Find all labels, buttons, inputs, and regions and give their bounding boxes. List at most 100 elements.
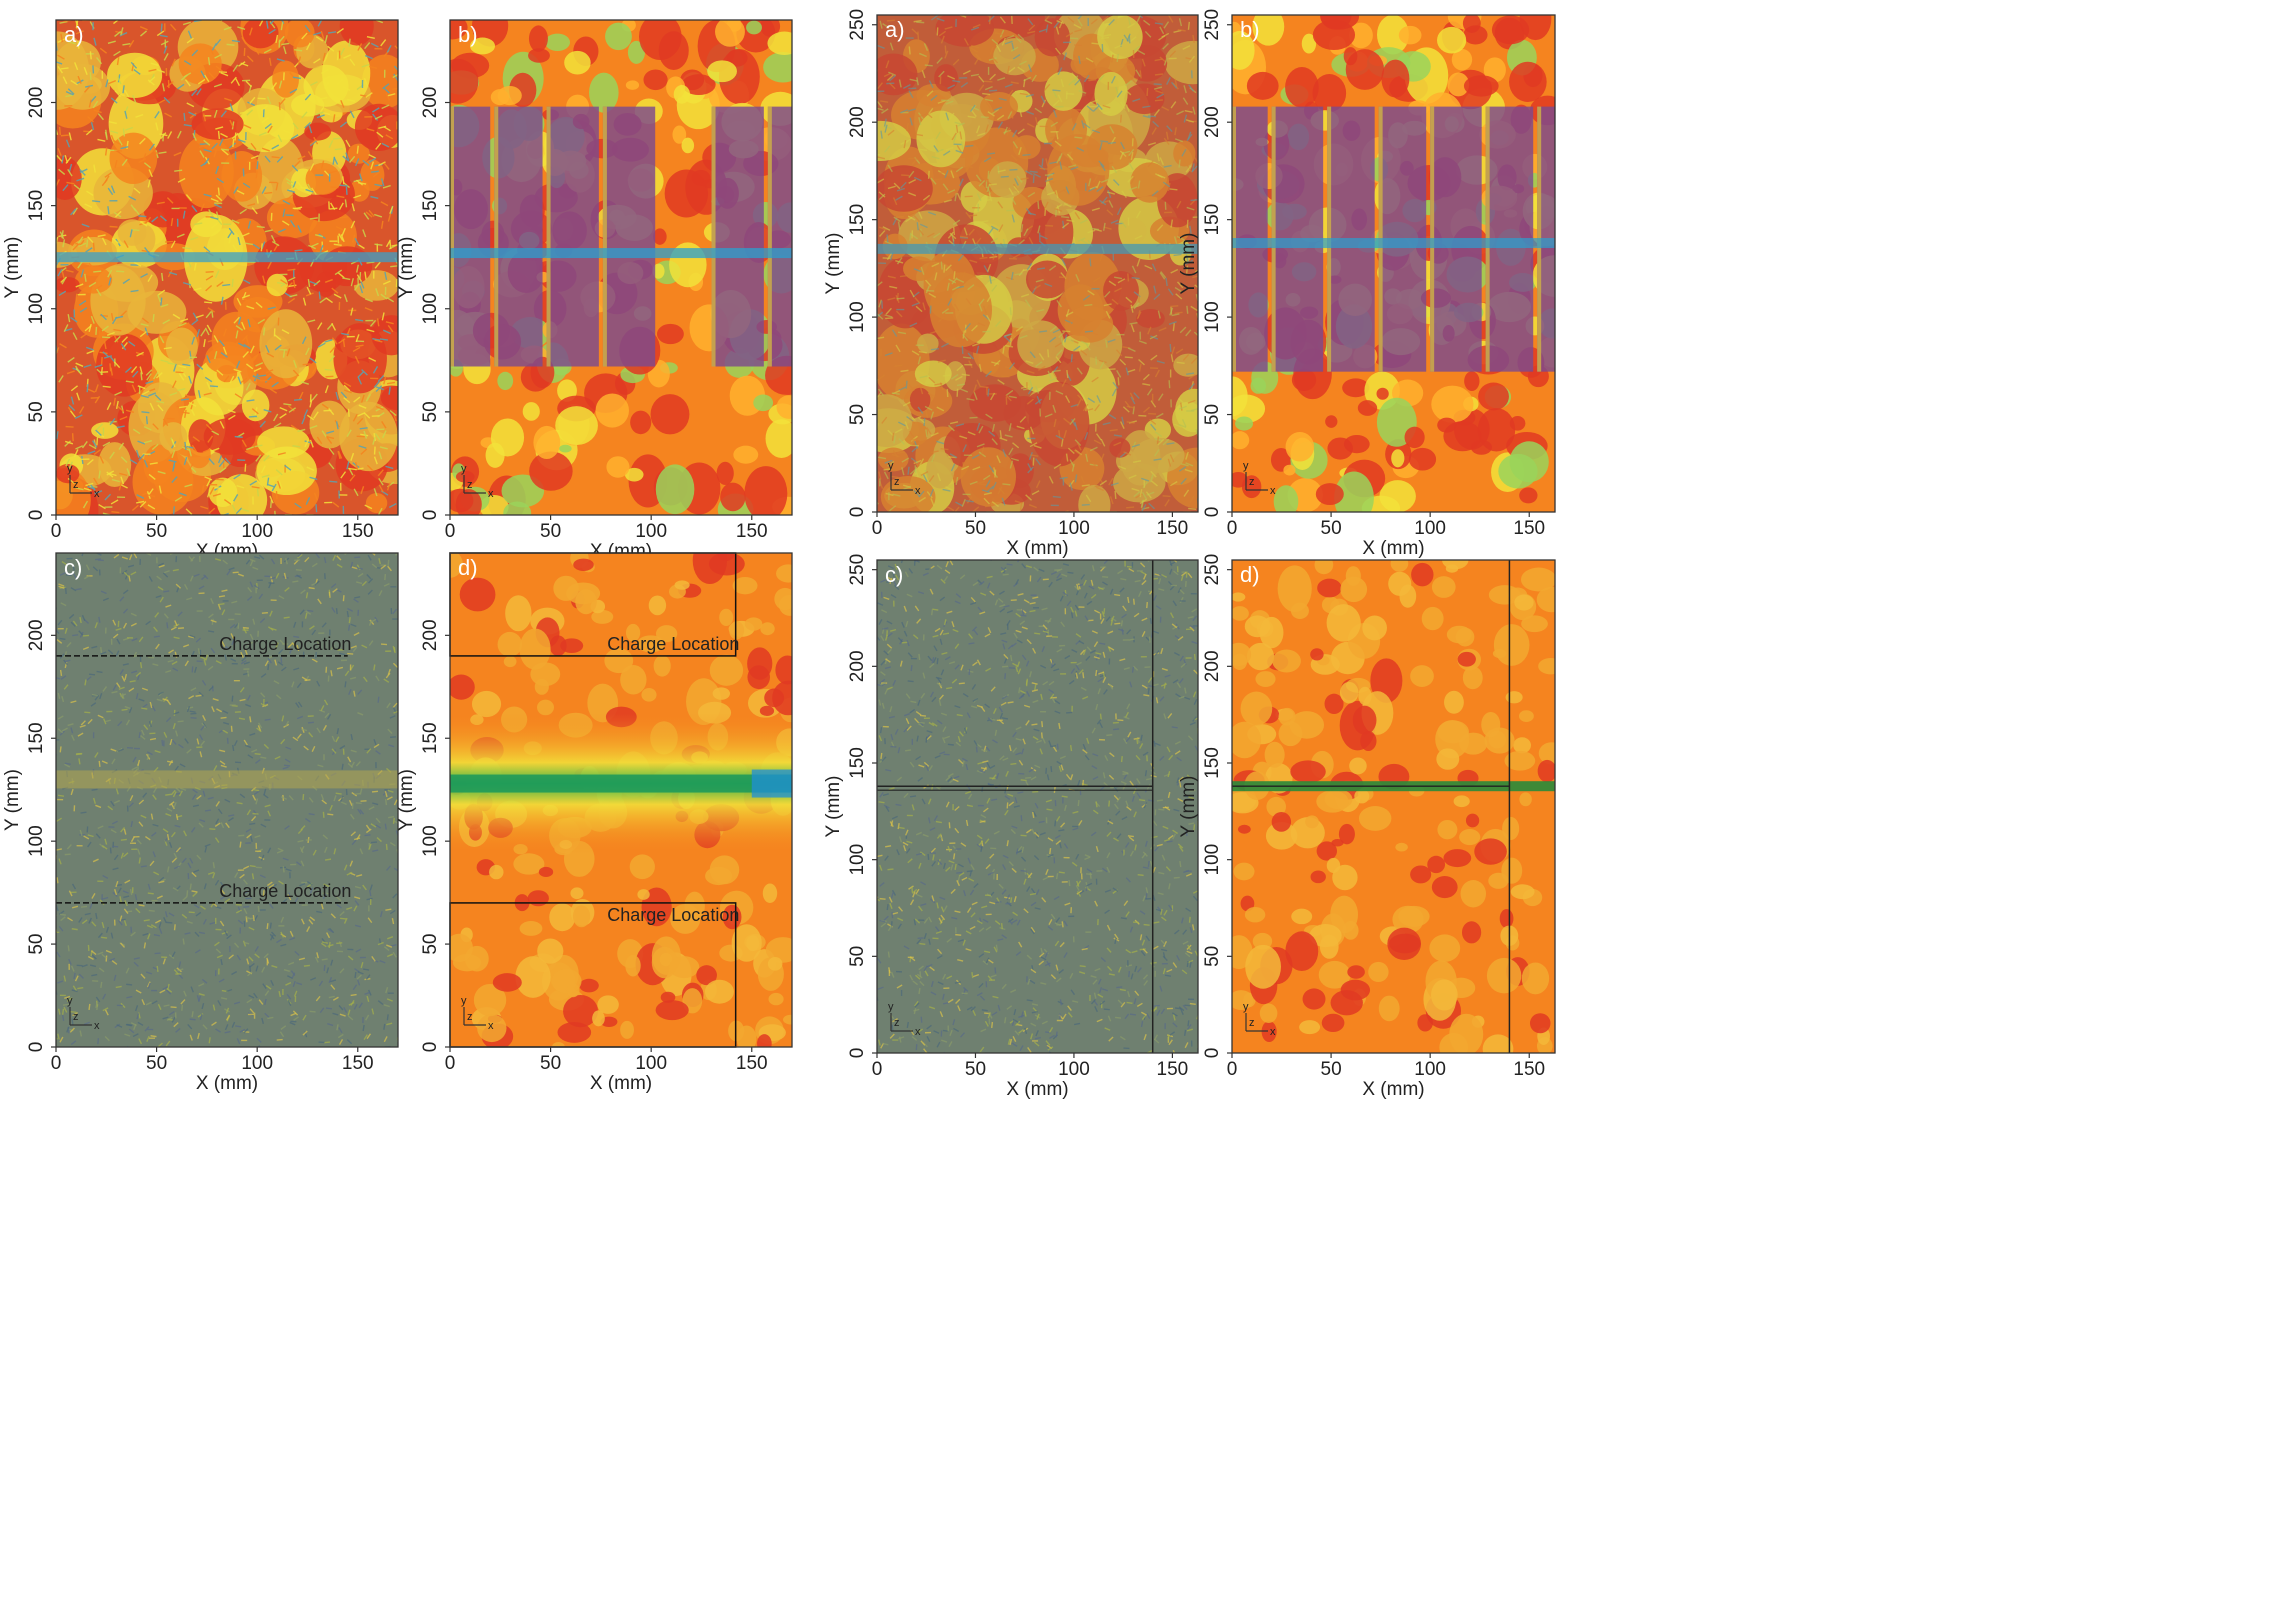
vector-arrow <box>273 422 282 428</box>
vector-arrow <box>344 670 350 677</box>
vector-arrow <box>1133 302 1140 310</box>
vector-arrow <box>1089 258 1092 267</box>
vector-arrow <box>157 294 162 303</box>
contour-blob <box>712 687 731 700</box>
vector-arrow <box>182 895 188 901</box>
vector-arrow <box>260 692 266 698</box>
vector-arrow <box>258 131 267 137</box>
vector-arrow <box>88 917 93 924</box>
vector-arrow <box>893 216 901 223</box>
vector-arrow <box>1026 110 1035 115</box>
vector-arrow <box>340 99 345 108</box>
vector-arrow <box>1018 146 1022 155</box>
vector-arrow <box>343 917 348 924</box>
vector-arrow <box>882 226 891 231</box>
vector-arrow <box>1180 402 1183 411</box>
vector-arrow <box>194 222 203 226</box>
vector-arrow <box>121 675 126 682</box>
vector-arrow <box>350 993 357 997</box>
contour-blob <box>513 853 545 875</box>
vector-arrow <box>288 407 297 413</box>
vector-arrow <box>307 279 311 288</box>
contour-blob <box>709 855 740 885</box>
vector-arrow <box>1074 212 1081 220</box>
contour-blob <box>272 60 299 98</box>
vector-arrow <box>987 278 996 282</box>
vector-arrow <box>68 132 72 141</box>
vector-arrow <box>241 439 247 448</box>
vector-arrow <box>378 477 384 486</box>
vector-arrow <box>877 100 883 108</box>
vector-arrow <box>78 242 87 248</box>
vector-arrow <box>1066 219 1075 223</box>
vector-arrow <box>85 346 94 351</box>
vector-arrow <box>383 946 390 952</box>
vector-arrow <box>351 839 357 846</box>
vector-arrow <box>1055 390 1064 395</box>
vector-arrow <box>67 40 76 45</box>
vector-arrow <box>911 302 920 307</box>
vector-arrow <box>166 834 170 841</box>
vector-arrow <box>952 58 960 66</box>
triad-y-label: y <box>461 995 467 1007</box>
vector-arrow <box>254 953 260 959</box>
vector-arrow <box>202 1024 208 1030</box>
vector-arrow <box>325 1007 333 1010</box>
vector-arrow <box>231 695 234 702</box>
vector-arrow <box>364 504 373 510</box>
triad-x-label: x <box>488 1020 494 1032</box>
vector-arrow <box>307 183 313 192</box>
vector-arrow <box>213 335 219 343</box>
vector-arrow <box>387 789 394 793</box>
vector-arrow <box>294 950 300 956</box>
vector-arrow <box>269 499 273 509</box>
vector-arrow <box>901 457 910 463</box>
vector-arrow <box>354 971 357 979</box>
vector-arrow <box>970 47 978 53</box>
vector-arrow <box>378 558 381 565</box>
vector-arrow <box>267 261 273 270</box>
vector-arrow <box>290 134 299 140</box>
vector-arrow <box>129 229 133 238</box>
vector-arrow <box>104 1009 109 1016</box>
vector-arrow <box>1022 268 1032 272</box>
vector-arrow <box>182 938 185 945</box>
vector-arrow <box>262 890 265 897</box>
vector-arrow <box>1060 79 1065 88</box>
vector-arrow <box>1083 74 1090 83</box>
vector-arrow <box>1145 491 1152 499</box>
vector-arrow <box>362 1024 365 1032</box>
vector-arrow <box>339 184 348 187</box>
vector-arrow <box>184 932 191 935</box>
vector-arrow <box>138 158 147 164</box>
vector-arrow <box>203 139 211 146</box>
vector-arrow <box>386 381 396 385</box>
vector-arrow <box>925 409 929 418</box>
vector-arrow <box>140 323 149 327</box>
contour-blob <box>549 903 576 932</box>
vector-arrow <box>260 465 266 474</box>
vector-arrow <box>108 121 117 125</box>
vector-arrow <box>1020 177 1029 181</box>
strain-band-end <box>751 769 792 798</box>
vector-arrow <box>956 364 964 372</box>
vector-arrow <box>148 473 156 481</box>
vector-arrow <box>162 828 169 833</box>
vector-arrow <box>211 706 215 713</box>
vector-arrow <box>316 436 323 445</box>
vector-arrow <box>70 621 76 627</box>
vector-arrow <box>163 346 172 350</box>
vector-arrow <box>195 694 202 697</box>
vector-arrow <box>931 454 936 463</box>
vector-arrow <box>211 447 220 452</box>
vector-arrow <box>124 89 130 98</box>
contour-blob <box>639 20 682 60</box>
vector-arrow <box>184 441 187 450</box>
vector-arrow <box>1071 122 1077 131</box>
vector-arrow <box>231 504 237 512</box>
vector-arrow <box>153 626 158 632</box>
vector-arrow <box>67 88 75 95</box>
vector-arrow <box>283 46 287 55</box>
